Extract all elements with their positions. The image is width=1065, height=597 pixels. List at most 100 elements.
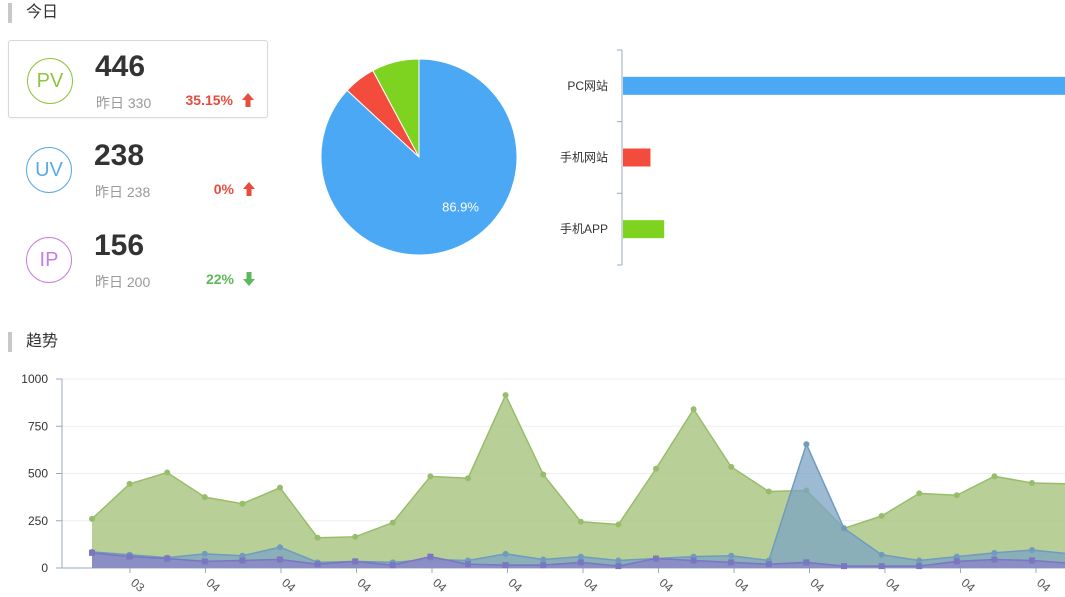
- trend-point[interactable]: [916, 490, 923, 497]
- stat-value: 156: [94, 229, 145, 262]
- pie-slice[interactable]: [320, 58, 518, 256]
- trend-point[interactable]: [841, 525, 847, 532]
- trend-point[interactable]: [690, 557, 697, 564]
- trend-point[interactable]: [277, 484, 283, 491]
- stat-change: 35.15%: [185, 92, 233, 108]
- pie-slice[interactable]: [372, 58, 420, 158]
- trend-point[interactable]: [803, 441, 810, 448]
- trend-point[interactable]: [653, 555, 659, 562]
- trend-x-tick-label: 04: [430, 576, 449, 596]
- trend-point[interactable]: [465, 475, 471, 482]
- trend-point[interactable]: [991, 473, 998, 480]
- trend-point[interactable]: [615, 563, 622, 570]
- stat-card-ip[interactable]: IP 156 昨日 200 22%: [8, 220, 268, 298]
- trend-point[interactable]: [878, 513, 885, 520]
- trend-x-tick-label: 04: [279, 576, 298, 596]
- trend-point[interactable]: [540, 562, 547, 569]
- trend-point[interactable]: [89, 515, 95, 522]
- trend-point[interactable]: [239, 500, 246, 507]
- trend-point[interactable]: [991, 556, 998, 563]
- stat-value: 238: [94, 139, 145, 172]
- trend-point[interactable]: [953, 553, 960, 560]
- trend-point[interactable]: [728, 463, 735, 470]
- trend-point[interactable]: [953, 492, 960, 499]
- trend-point[interactable]: [953, 558, 960, 565]
- trend-point[interactable]: [690, 406, 697, 413]
- trend-point[interactable]: [765, 561, 772, 568]
- arrow-up-icon: [243, 182, 255, 196]
- trend-point[interactable]: [239, 552, 246, 559]
- trend-point[interactable]: [314, 561, 321, 568]
- trend-point[interactable]: [126, 480, 133, 487]
- stat-card-uv[interactable]: UV 238 昨日 238 0%: [8, 130, 268, 208]
- trend-point[interactable]: [765, 488, 772, 495]
- trend-point[interactable]: [991, 549, 998, 556]
- stat-change: 22%: [205, 271, 234, 287]
- trend-point[interactable]: [577, 559, 584, 566]
- trend-point[interactable]: [728, 552, 735, 559]
- trend-point[interactable]: [352, 533, 359, 540]
- trend-x-tick-label: 04: [1034, 576, 1053, 596]
- trend-y-tick-label: 500: [28, 467, 48, 481]
- bar[interactable]: [623, 148, 651, 167]
- trend-point[interactable]: [878, 551, 885, 558]
- trend-point[interactable]: [352, 558, 359, 565]
- arrow-up-icon: [242, 93, 254, 107]
- bar[interactable]: [623, 76, 1065, 95]
- trend-x-tick-label: 04: [657, 576, 676, 596]
- pie-data-label: 86.9%: [442, 199, 479, 214]
- trend-point[interactable]: [201, 494, 208, 501]
- trend-point[interactable]: [728, 559, 735, 566]
- trend-point[interactable]: [1029, 557, 1035, 564]
- bar[interactable]: [623, 220, 665, 239]
- stat-yesterday: 昨日 200: [95, 274, 151, 290]
- trend-area-chart: 0 250 500 750 1000 03 04 04 04 04 04 04 04 04 04 04 04 04…: [21, 372, 1065, 596]
- bar-category-label: PC网站: [567, 79, 608, 93]
- trend-point[interactable]: [841, 563, 847, 570]
- trend-point[interactable]: [916, 563, 923, 570]
- trend-point[interactable]: [577, 553, 584, 560]
- stat-card-pv[interactable]: PV 446 昨日 330 35.15%: [8, 40, 268, 118]
- trend-point[interactable]: [239, 557, 246, 564]
- trend-point[interactable]: [465, 561, 471, 568]
- trend-point[interactable]: [277, 544, 283, 551]
- trend-point[interactable]: [427, 553, 434, 560]
- trend-point[interactable]: [427, 473, 434, 480]
- trend-point[interactable]: [164, 555, 171, 562]
- trend-point[interactable]: [653, 465, 659, 472]
- trend-point[interactable]: [916, 557, 923, 564]
- trend-point[interactable]: [389, 562, 396, 569]
- trend-point[interactable]: [803, 559, 810, 566]
- trend-point[interactable]: [502, 392, 509, 399]
- trend-point[interactable]: [577, 518, 584, 525]
- trend-x-tick-label: 03: [128, 576, 147, 596]
- trend-x-tick-label: 04: [732, 576, 751, 596]
- stat-value: 446: [95, 50, 146, 83]
- trend-x-tick-label: 04: [204, 576, 223, 596]
- trend-y-tick-label: 0: [41, 561, 48, 575]
- trend-point[interactable]: [540, 556, 547, 563]
- trend-point[interactable]: [201, 550, 208, 557]
- today-section-title: 今日: [8, 3, 58, 23]
- trend-point[interactable]: [89, 549, 95, 556]
- trend-point[interactable]: [615, 557, 622, 564]
- trend-y-tick-label: 750: [28, 419, 48, 433]
- trend-point[interactable]: [878, 563, 885, 570]
- trend-point[interactable]: [540, 471, 547, 478]
- trend-point[interactable]: [615, 521, 622, 528]
- trend-point[interactable]: [1029, 479, 1035, 486]
- bar-category-label: 手机APP: [560, 222, 608, 236]
- trend-point[interactable]: [277, 556, 283, 563]
- trend-point[interactable]: [389, 519, 396, 526]
- trend-area: [92, 395, 1065, 568]
- stat-yesterday: 昨日 238: [95, 184, 151, 200]
- trend-point[interactable]: [126, 553, 133, 560]
- trend-point[interactable]: [502, 550, 509, 557]
- trend-point[interactable]: [314, 534, 321, 541]
- trend-point[interactable]: [164, 469, 171, 476]
- trend-point[interactable]: [502, 562, 509, 569]
- trend-point[interactable]: [201, 558, 208, 565]
- trend-point[interactable]: [1029, 547, 1035, 554]
- trend-x-tick-label: 04: [581, 576, 600, 596]
- stat-badge: PV: [27, 58, 73, 104]
